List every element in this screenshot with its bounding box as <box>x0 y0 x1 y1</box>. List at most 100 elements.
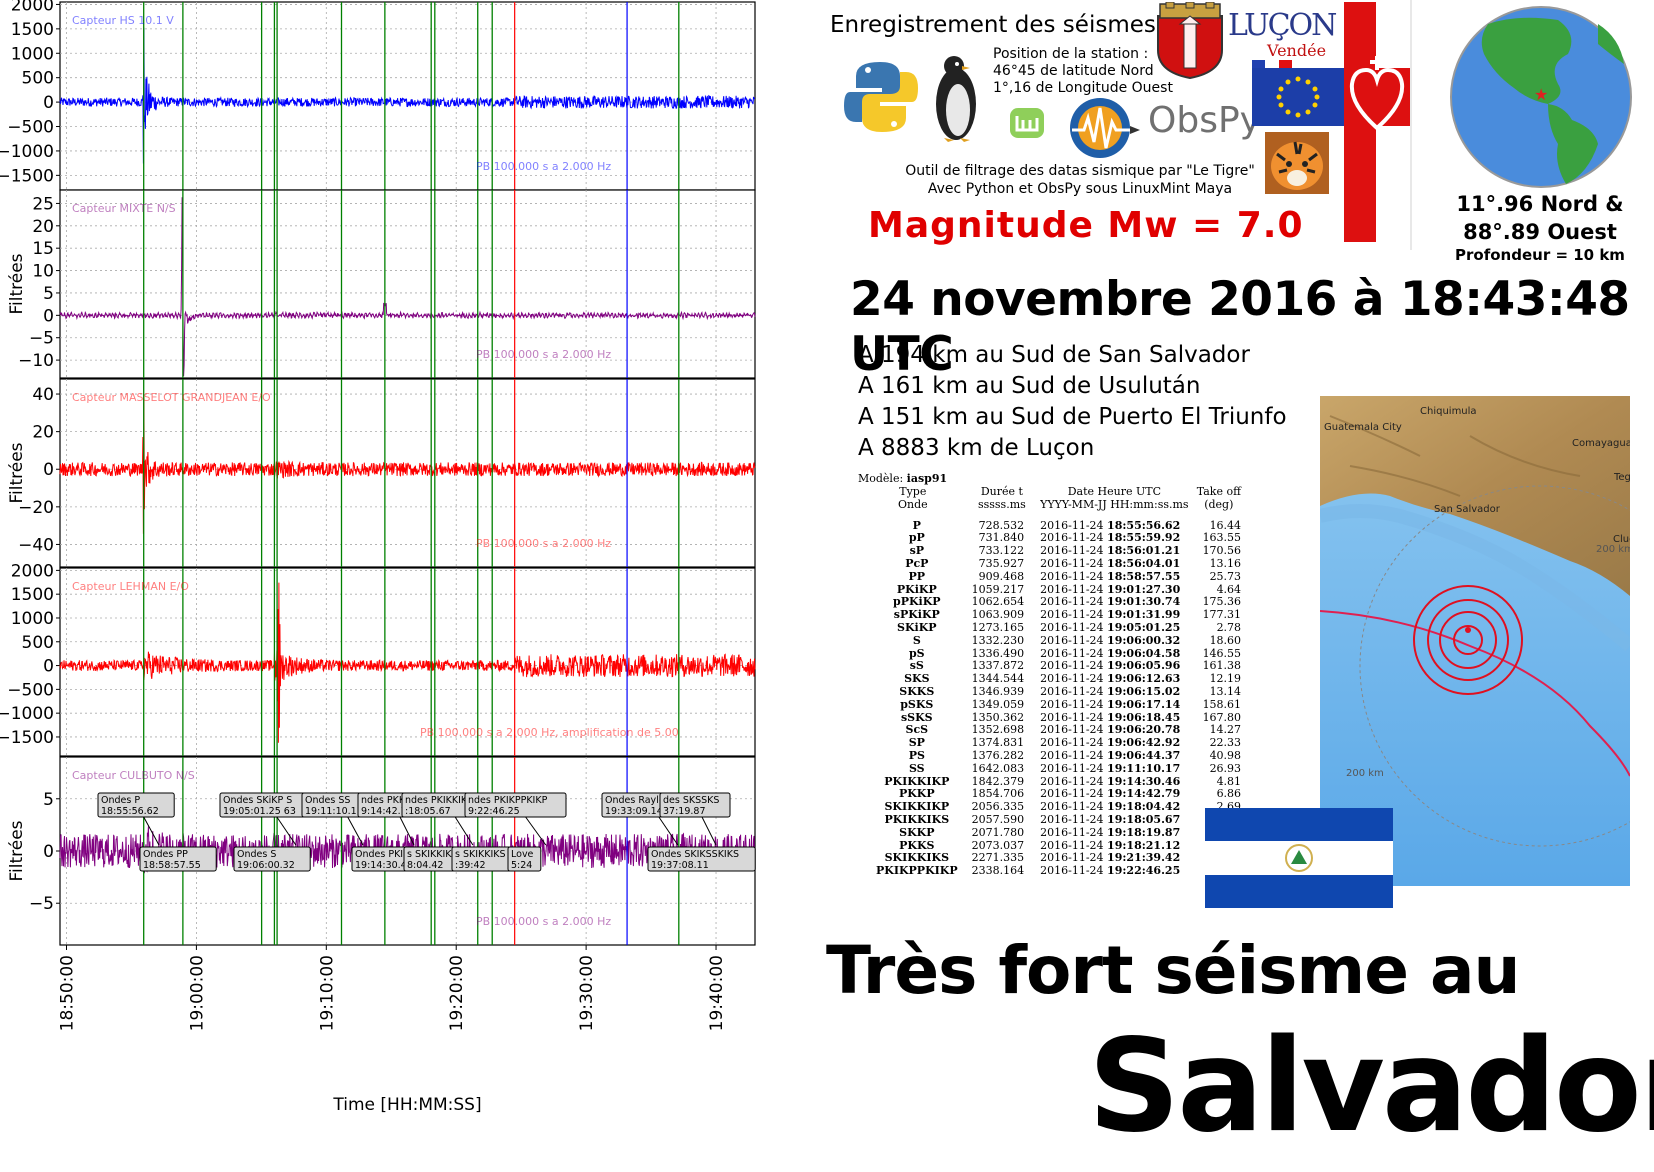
takeoff-cell: 146.55 <box>1202 646 1242 660</box>
wave-type-cell: P <box>912 518 921 532</box>
seismogram-trace <box>59 582 756 743</box>
y-tick-label: −1500 <box>0 728 54 748</box>
svg-text:19:14:30.46: 19:14:30.46 <box>355 860 413 871</box>
wave-type-cell: SKS <box>904 672 930 686</box>
duration-cell: 2056.335 <box>971 800 1025 814</box>
globe-icon: ★ <box>1450 6 1632 188</box>
svg-text:Ondes PKIKKIKP: Ondes PKIKKIKP <box>355 849 431 860</box>
distance-item: A 151 km au Sud de Puerto El Triunfo <box>858 404 1287 430</box>
datetime-cell: 2016-11-24 19:21:39.42 <box>1040 851 1181 865</box>
y-tick-label: 25 <box>32 194 54 214</box>
map-label-200km-a: 200 km <box>1596 544 1630 555</box>
takeoff-cell: 6.86 <box>1216 787 1242 801</box>
duration-cell: 2071.780 <box>971 825 1025 839</box>
y-axis-label: Filtrées <box>7 442 27 503</box>
filter-label: PB 100.000 s a 2.000 Hz, amplification d… <box>420 726 679 739</box>
datetime-cell: 2016-11-24 19:06:12.63 <box>1040 672 1181 686</box>
lucon-logo-text: LUÇON <box>1228 8 1337 43</box>
duration-cell: 1842.379 <box>971 774 1025 788</box>
datetime-cell: 2016-11-24 19:06:15.02 <box>1040 684 1181 698</box>
svg-text:19:11:10.17: 19:11:10.17 <box>305 806 363 817</box>
y-tick-label: 500 <box>22 69 54 89</box>
distance-item: A 161 km au Sud de Usulután <box>858 373 1201 399</box>
duration-cell: 1352.698 <box>971 723 1025 737</box>
table-row: PKIKPPKIKP 2338.164 2016-11-24 19:22:46.25… <box>858 864 1245 878</box>
datetime-cell: 2016-11-24 19:06:00.32 <box>1040 633 1181 647</box>
obspy-logo-icon <box>1070 98 1140 158</box>
y-tick-label: −500 <box>7 118 54 138</box>
svg-text:des SKSSKS: des SKSSKS <box>663 795 719 806</box>
datetime-cell: 2016-11-24 19:22:46.25 <box>1040 864 1181 878</box>
svg-text:5:24: 5:24 <box>511 860 532 871</box>
sensor-label: Capteur MASSELOT GRANDJEAN E/O <box>72 391 271 404</box>
wave-type-cell: SS <box>908 761 925 775</box>
table-row: sPKiKP 1063.909 2016-11-24 19:01:31.99 177.… <box>858 608 1245 622</box>
headline-line1: Très fort séisme au <box>826 932 1520 1009</box>
station-line: Position de la station : <box>993 46 1149 62</box>
datetime-cell: 2016-11-24 18:56:01.21 <box>1040 544 1181 558</box>
duration-cell: 1063.909 <box>971 608 1025 622</box>
duration-cell: 1332.230 <box>971 633 1025 647</box>
y-tick-label: 500 <box>22 633 54 653</box>
tool-line: Avec Python et ObsPy sous LinuxMint Maya <box>927 181 1233 197</box>
table-header-row: Type Onde Durée t sssss.ms Date Heure UTC Y… <box>858 485 1245 512</box>
datetime-cell: 2016-11-24 19:05:01.25 <box>1040 620 1181 634</box>
epicenter-map: Chiquimula Guatemala City Comayagua Tegu… <box>1320 396 1630 886</box>
penguin-icon <box>936 56 976 142</box>
y-tick-label: 1000 <box>11 44 54 64</box>
sensor-label: Capteur LEHMAN E/O <box>72 580 189 593</box>
svg-text:19:06:00.32: 19:06:00.32 <box>237 860 295 871</box>
y-tick-label: 0 <box>43 93 54 113</box>
takeoff-cell: 14.27 <box>1209 723 1242 737</box>
svg-text:ndes PKIKKIKS: ndes PKIKKIKS <box>405 795 473 806</box>
map-label-comayagua: Comayagua <box>1572 438 1630 449</box>
duration-cell: 1376.282 <box>971 748 1025 762</box>
y-tick-label: 2000 <box>11 561 54 581</box>
y-tick-label: −1000 <box>0 704 54 724</box>
table-row: PP 909.468 2016-11-24 18:58:57.55 25.73 <box>858 570 1245 584</box>
wave-type-cell: PKIKKIKS <box>884 812 950 826</box>
wave-type-cell: SP <box>908 736 925 750</box>
svg-text:19:37:08.11: 19:37:08.11 <box>651 860 709 871</box>
duration-cell: 1273.165 <box>971 620 1025 634</box>
y-tick-label: −10 <box>18 351 54 371</box>
takeoff-cell: 12.19 <box>1209 672 1242 686</box>
table-row: SP 1374.831 2016-11-24 19:06:42.92 22.33 <box>858 736 1245 750</box>
datetime-cell: 2016-11-24 19:14:42.79 <box>1040 787 1181 801</box>
svg-text:19:05:01.25 63: 19:05:01.25 63 <box>223 806 296 817</box>
svg-text:Love: Love <box>511 849 534 860</box>
wave-type-cell: sPKiKP <box>893 608 940 622</box>
takeoff-cell: 4.64 <box>1216 582 1242 596</box>
event-date: 24 novembre 2016 à 18:43:48 UTC <box>850 272 1630 382</box>
datetime-cell: 2016-11-24 19:06:18.45 <box>1040 710 1181 724</box>
seismogram-panel: 2000 1500 1000 500 0 −500 −1000 −1500 Capteur HS… <box>0 0 756 191</box>
svg-text:Ondes S: Ondes S <box>237 849 276 860</box>
datetime-cell: 2016-11-24 19:18:04.42 <box>1040 800 1181 814</box>
duration-cell: 731.840 <box>978 531 1025 545</box>
datetime-cell: 2016-11-24 19:06:05.96 <box>1040 659 1181 673</box>
svg-text:18:58:57.55: 18:58:57.55 <box>143 860 201 871</box>
table-row: PS 1376.282 2016-11-24 19:06:44.37 40.98 <box>858 748 1245 763</box>
wave-type-cell: pP <box>908 531 925 545</box>
takeoff-cell: 175.36 <box>1202 595 1242 609</box>
y-tick-label: 20 <box>32 217 54 237</box>
svg-text:ndes PKKP: ndes PKKP <box>361 795 411 806</box>
tool-line: Outil de filtrage des datas sismique par… <box>905 163 1255 179</box>
col-header-duration: Durée t sssss.ms <box>977 485 1026 511</box>
wave-type-cell: sP <box>909 544 925 558</box>
datetime-cell: 2016-11-24 19:01:30.74 <box>1040 595 1181 609</box>
datetime-cell: 2016-11-24 19:06:42.92 <box>1040 736 1181 750</box>
svg-text:37:19.87: 37:19.87 <box>663 806 706 817</box>
duration-cell: 1374.831 <box>971 736 1025 750</box>
table-row: pPKiKP 1062.654 2016-11-24 19:01:30.74 175.… <box>858 595 1245 609</box>
y-tick-label: −20 <box>18 498 54 518</box>
takeoff-cell: 13.16 <box>1209 556 1242 570</box>
epicenter-coords: 11°.96 Nord & 88°.89 Ouest <box>1440 190 1640 246</box>
takeoff-cell: 22.33 <box>1209 736 1242 750</box>
table-row: pP 731.840 2016-11-24 18:55:59.92 163.55 <box>858 531 1245 545</box>
wave-type-cell: SKIKKIKP <box>884 800 950 814</box>
duration-cell: 728.532 <box>978 518 1025 532</box>
